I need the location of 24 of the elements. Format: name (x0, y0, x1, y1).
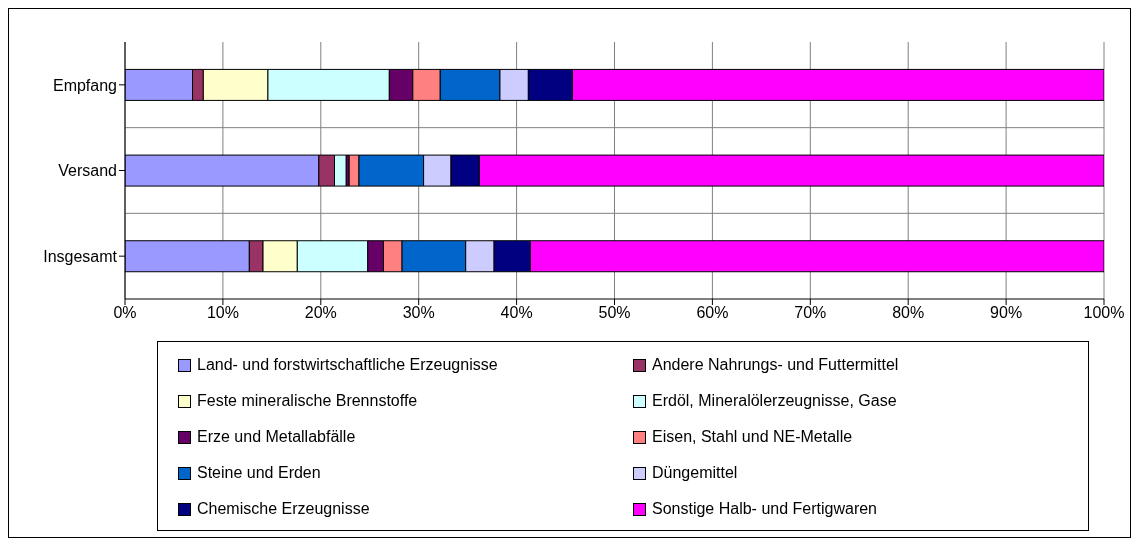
x-tick-label: 10% (206, 304, 239, 322)
legend-label: Feste mineralische Brennstoffe (197, 392, 418, 410)
legend-label: Land- und forstwirtschaftliche Erzeugnisse (197, 356, 498, 374)
y-tick-label: Insgesamt (43, 247, 118, 265)
legend-label: Erze und Metallabfälle (197, 428, 356, 446)
x-tick-label: 30% (402, 304, 435, 322)
x-tick-label: 100% (1083, 304, 1125, 322)
legend-label: Düngemittel (652, 464, 738, 482)
x-tick-label: 70% (794, 304, 827, 322)
y-tick-label: Empfang (52, 76, 117, 94)
x-tick-label: 80% (892, 304, 925, 322)
legend-label: Chemische Erzeugnisse (197, 500, 370, 518)
x-tick-label: 50% (598, 304, 631, 322)
legend-label: Erdöl, Mineralölerzeugnisse, Gase (652, 392, 897, 410)
legend-label: Sonstige Halb- und Fertigwaren (652, 500, 878, 518)
x-tick-label: 40% (500, 304, 533, 322)
legend-label: Steine und Erden (197, 464, 321, 482)
x-tick-label: 20% (304, 304, 337, 322)
x-tick-label: 0% (113, 304, 137, 322)
legend-label: Eisen, Stahl und NE-Metalle (652, 428, 853, 446)
x-tick-label: 90% (990, 304, 1023, 322)
x-tick-label: 60% (696, 304, 729, 322)
legend-label: Andere Nahrungs- und Futtermittel (652, 356, 899, 374)
y-tick-label: Versand (58, 162, 117, 180)
